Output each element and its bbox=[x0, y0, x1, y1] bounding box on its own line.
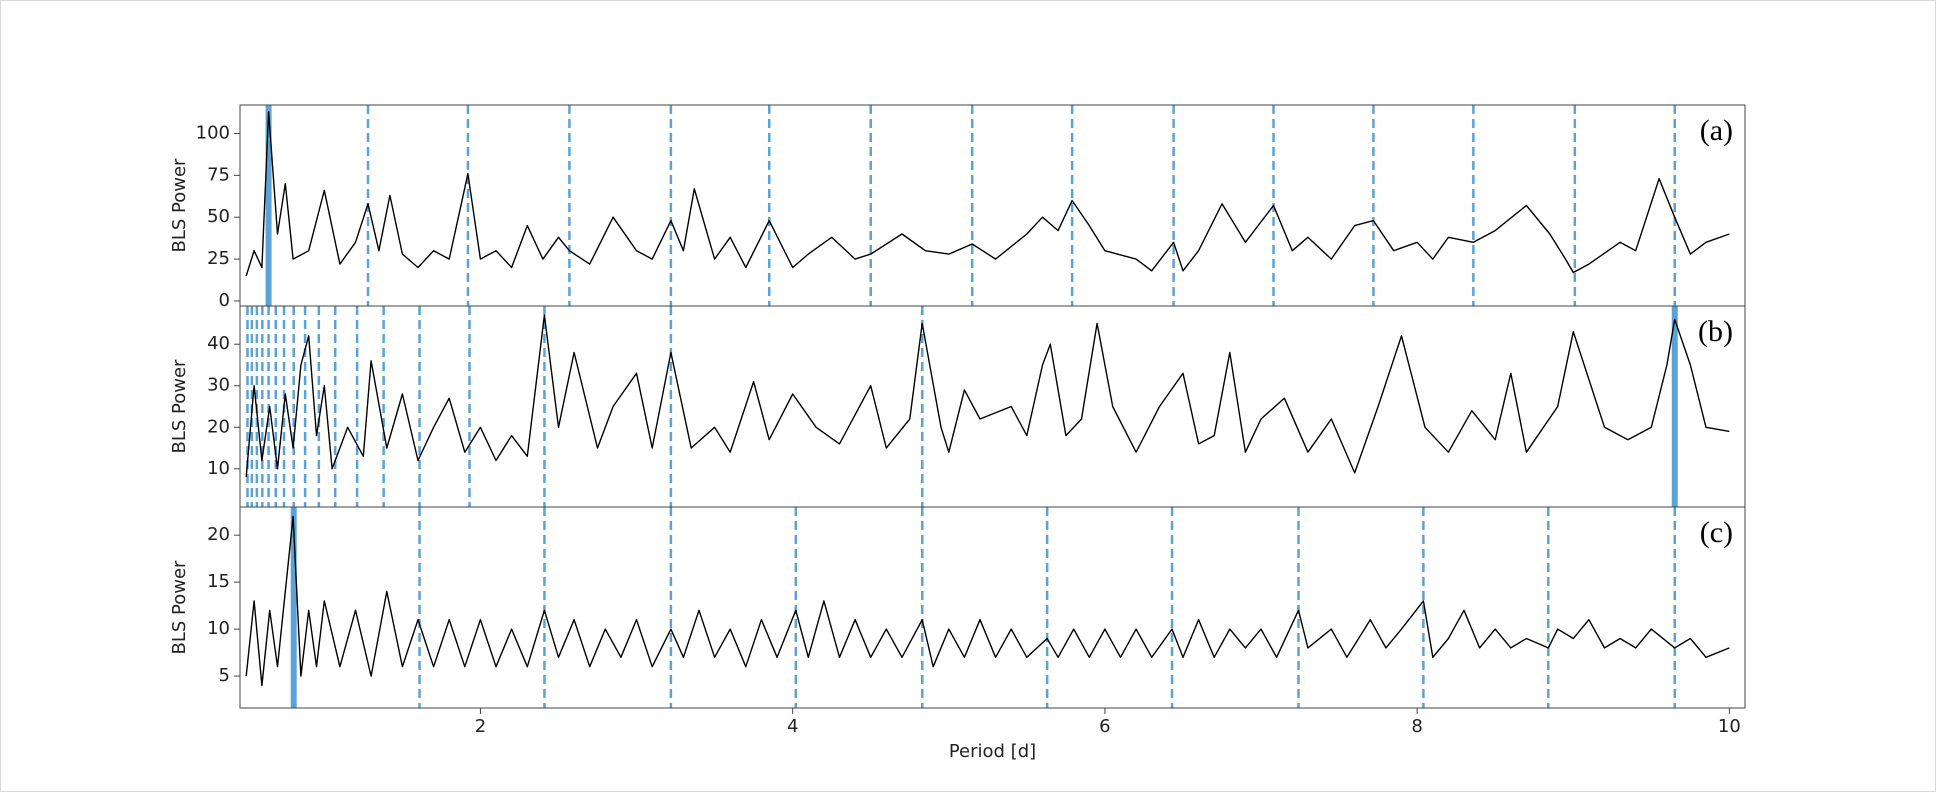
x-tick-label: 10 bbox=[1718, 716, 1741, 737]
y-axis-label: BLS Power bbox=[169, 158, 190, 253]
x-tick-label: 6 bbox=[1099, 716, 1110, 737]
y-tick-label: 30 bbox=[207, 375, 230, 396]
y-tick-label: 5 bbox=[219, 665, 230, 686]
axes-frame bbox=[239, 506, 1746, 709]
y-tick-label: 20 bbox=[207, 416, 230, 437]
y-tick-label: 10 bbox=[207, 458, 230, 479]
y-tick-label: 40 bbox=[207, 333, 230, 354]
power-curve bbox=[245, 314, 1730, 478]
y-tick-label: 15 bbox=[207, 571, 230, 592]
y-tick-label: 25 bbox=[207, 248, 230, 269]
panel-label: (a) bbox=[1700, 114, 1733, 147]
x-axis-label: Period [d] bbox=[949, 741, 1036, 762]
y-tick-label: 10 bbox=[207, 618, 230, 639]
y-axis-label: BLS Power bbox=[169, 560, 190, 655]
y-tick-label: 50 bbox=[207, 206, 230, 227]
panel-label: (c) bbox=[1700, 516, 1733, 549]
y-tick-label: 100 bbox=[196, 122, 230, 143]
x-tick-label: 2 bbox=[475, 716, 486, 737]
y-tick-label: 20 bbox=[207, 524, 230, 545]
y-tick-label: 75 bbox=[207, 164, 230, 185]
power-curve bbox=[245, 515, 1730, 687]
x-tick-label: 8 bbox=[1411, 716, 1422, 737]
power-curve bbox=[245, 111, 1730, 277]
panel-label: (b) bbox=[1698, 315, 1733, 348]
y-tick-label: 0 bbox=[219, 290, 230, 311]
x-tick-label: 4 bbox=[787, 716, 798, 737]
y-axis-label: BLS Power bbox=[169, 359, 190, 454]
